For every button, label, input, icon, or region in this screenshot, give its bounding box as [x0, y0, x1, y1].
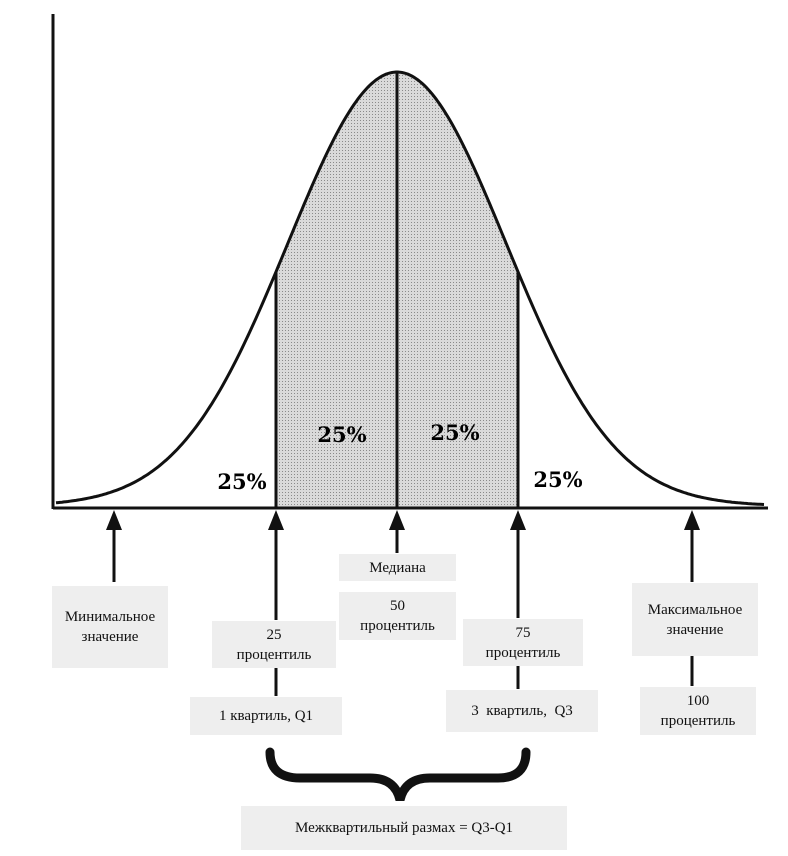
min-label: Минимальное значение	[52, 586, 168, 668]
max-arrow	[684, 510, 700, 686]
pct-right-tail: 25%	[533, 467, 582, 492]
min-arrow	[106, 510, 122, 582]
p75-label: 75 процентиль	[463, 619, 583, 666]
median-label: Медиана	[339, 554, 456, 581]
q3-arrow	[510, 510, 526, 689]
p25-label: 25 процентиль	[212, 621, 336, 668]
normal-curve	[55, 70, 765, 506]
pct-q1-median: 25%	[317, 422, 366, 447]
pct-left-tail: 25%	[217, 469, 266, 494]
q3-label: 3 квартиль, Q3	[446, 690, 598, 732]
median-arrow	[389, 510, 405, 553]
p50-label: 50 процентиль	[339, 592, 456, 640]
pct-median-q3: 25%	[430, 420, 479, 445]
iqr-label: Межквартильный размах = Q3-Q1	[241, 806, 567, 850]
max-label: Максимальное значение	[632, 583, 758, 656]
p100-label: 100 процентиль	[640, 687, 756, 735]
q1-arrow	[268, 510, 284, 696]
q1-label: 1 квартиль, Q1	[190, 697, 342, 735]
iqr-brace	[265, 747, 531, 802]
